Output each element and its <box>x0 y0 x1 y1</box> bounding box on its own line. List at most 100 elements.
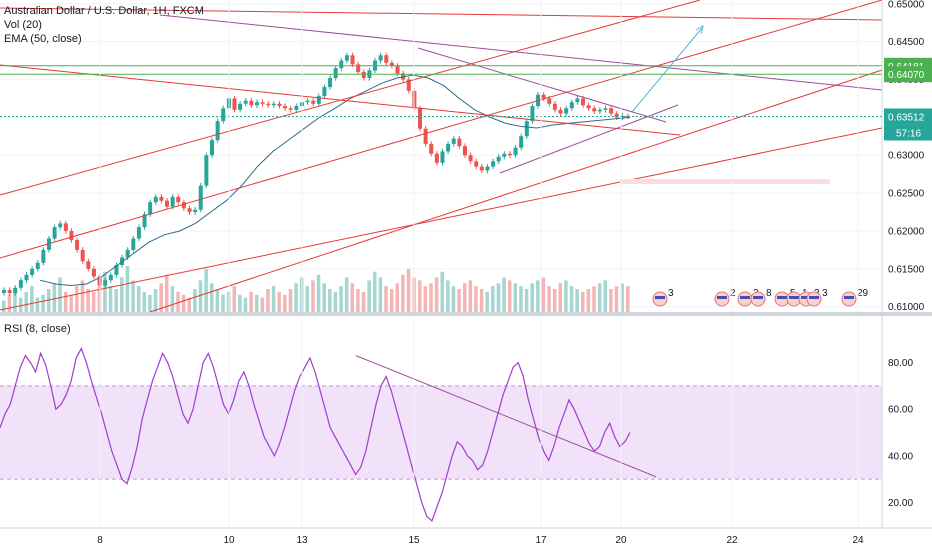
volume-bar <box>2 300 6 312</box>
volume-bar <box>30 286 34 312</box>
price-level-tag <box>884 66 932 83</box>
countdown-text: 57:16 <box>896 128 921 139</box>
volume-bar <box>41 294 45 312</box>
volume-bar <box>322 283 326 312</box>
volume-bar <box>575 289 579 312</box>
candle-body <box>547 98 552 104</box>
ema-line <box>39 74 631 287</box>
candle-body <box>193 209 198 213</box>
volume-bar <box>356 289 360 312</box>
candle-body <box>316 96 321 104</box>
volume-bar <box>491 286 495 312</box>
candle-body <box>462 146 467 156</box>
event-flag-icon-stripe <box>809 296 819 299</box>
volume-bar <box>547 286 551 312</box>
price-axis-label: 0.62000 <box>888 226 925 237</box>
projection-arrowhead <box>695 24 704 35</box>
channel-purple-upper <box>417 47 667 123</box>
volume-bar <box>592 286 596 312</box>
volume-bar <box>519 286 523 312</box>
candle-body <box>170 196 175 207</box>
candle-body <box>429 143 434 154</box>
event-count: 29 <box>857 288 869 299</box>
candle-body <box>581 98 586 106</box>
volume-bar <box>350 283 355 312</box>
time-axis-label: 24 <box>852 535 864 546</box>
candle-body <box>541 94 546 99</box>
volume-bar <box>254 294 259 312</box>
volume-bar <box>125 266 130 312</box>
volume-bar <box>232 286 236 312</box>
price-axis-label: 0.61000 <box>888 302 925 313</box>
rsi-axis-label: 60.00 <box>888 405 913 416</box>
volume-bar <box>361 291 366 312</box>
candle-body <box>41 249 46 263</box>
volume-bar <box>558 283 563 312</box>
candle-body <box>7 290 12 294</box>
candle-body <box>507 153 512 156</box>
event-flag-icon-stripe <box>717 296 727 299</box>
candle-body <box>103 280 108 286</box>
candle-body <box>496 156 501 162</box>
volume-bar <box>131 280 135 312</box>
volume-bar <box>311 280 315 312</box>
candle-body <box>176 196 181 203</box>
candle-body <box>328 78 333 88</box>
volume-bar <box>7 294 12 312</box>
candle-body <box>125 249 130 258</box>
price-level-tag <box>884 108 932 125</box>
volume-bar <box>485 291 489 312</box>
candle-body <box>187 208 192 213</box>
candle-body <box>575 98 580 103</box>
ema-legend: EMA (50, close) <box>4 33 82 45</box>
candle-body <box>58 223 63 228</box>
candle-body <box>114 265 119 275</box>
volume-bar <box>423 286 428 312</box>
candle-body <box>288 108 293 110</box>
volume-bar <box>18 297 23 312</box>
candle-body <box>564 108 569 114</box>
candle-body <box>232 98 237 110</box>
volume-bar <box>283 294 287 312</box>
candle-body <box>389 62 394 66</box>
candle-body <box>513 147 518 156</box>
candle-body <box>153 196 158 203</box>
candle-body <box>609 108 614 114</box>
volume-bar <box>434 277 439 312</box>
trendline-red <box>0 127 883 311</box>
candle-body <box>333 68 338 78</box>
price-axis-label: 0.61500 <box>888 264 925 275</box>
volume-bar <box>316 274 321 312</box>
volume-bar <box>266 289 270 312</box>
candle-body <box>474 161 479 167</box>
volume-bar <box>457 289 461 312</box>
rsi-pane[interactable] <box>0 316 882 528</box>
price-pane[interactable]: 3238513329 <box>0 0 883 313</box>
candle-body <box>586 105 591 109</box>
time-axis-label: 8 <box>97 535 103 546</box>
candle-body <box>569 102 574 109</box>
volume-bar <box>170 286 175 312</box>
volume-bar <box>271 286 276 312</box>
volume-bar <box>120 277 124 312</box>
candle-body <box>210 140 214 156</box>
candle-body <box>142 214 147 228</box>
candle-body <box>305 100 310 103</box>
volume-bar <box>181 294 186 312</box>
candle-body <box>479 166 484 171</box>
candle-body <box>384 55 389 63</box>
candle-body <box>13 287 18 294</box>
candle-body <box>30 268 35 275</box>
candle-body <box>440 151 445 163</box>
candle-body <box>63 223 68 231</box>
candle-body <box>24 274 29 281</box>
candle-body <box>603 108 608 110</box>
volume-bar <box>479 289 484 312</box>
candle-body <box>266 103 271 106</box>
volume-bar <box>513 283 518 312</box>
candle-body <box>249 100 254 106</box>
volume-bar <box>24 291 28 312</box>
candle-body <box>294 106 299 110</box>
volume-bar <box>80 280 85 312</box>
